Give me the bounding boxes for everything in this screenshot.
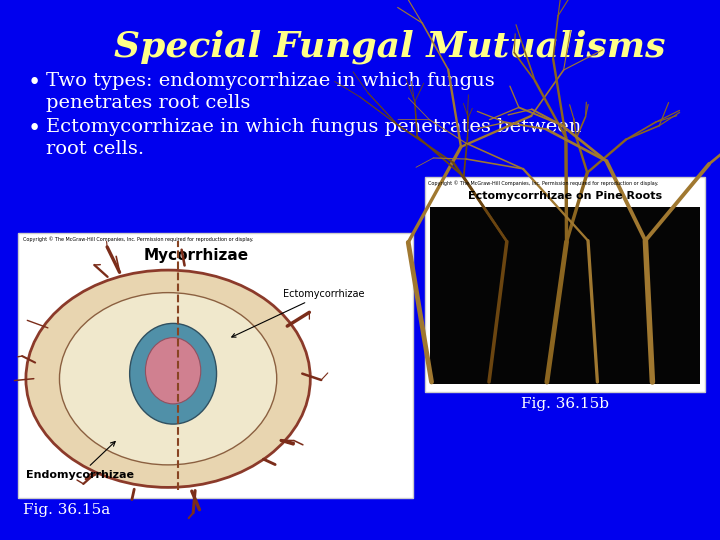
Text: Endomycorrhizae: Endomycorrhizae — [26, 442, 134, 480]
Text: Special Fungal Mutualisms: Special Fungal Mutualisms — [114, 30, 666, 64]
Text: •: • — [28, 118, 41, 140]
Text: root cells.: root cells. — [46, 140, 144, 158]
Ellipse shape — [26, 270, 310, 488]
Text: Two types: endomycorrhizae in which fungus: Two types: endomycorrhizae in which fung… — [46, 72, 495, 90]
Bar — [425, 177, 705, 392]
Text: Ectomycorrhizae: Ectomycorrhizae — [232, 289, 364, 337]
Text: Fig. 36.15a: Fig. 36.15a — [23, 503, 110, 517]
Text: Fig. 36.15b: Fig. 36.15b — [521, 397, 609, 411]
Text: •: • — [28, 72, 41, 94]
Text: Copyright © The McGraw-Hill Companies, Inc. Permission required for reproduction: Copyright © The McGraw-Hill Companies, I… — [428, 180, 658, 186]
Bar — [18, 233, 413, 498]
Text: Mycorrhizae: Mycorrhizae — [143, 248, 248, 263]
Ellipse shape — [145, 338, 201, 404]
Text: Ectomycorrhizae on Pine Roots: Ectomycorrhizae on Pine Roots — [468, 191, 662, 201]
Ellipse shape — [130, 323, 217, 424]
Bar — [430, 207, 700, 384]
Text: Copyright © The McGraw-Hill Companies, Inc. Permission required for reproduction: Copyright © The McGraw-Hill Companies, I… — [23, 236, 253, 241]
Text: Ectomycorrhizae in which fungus penetrates between: Ectomycorrhizae in which fungus penetrat… — [46, 118, 581, 136]
Text: penetrates root cells: penetrates root cells — [46, 94, 251, 112]
Ellipse shape — [60, 293, 276, 465]
